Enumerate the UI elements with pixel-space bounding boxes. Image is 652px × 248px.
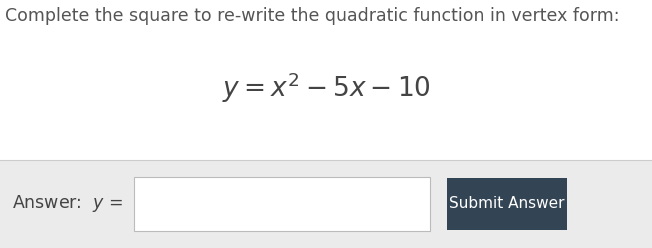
Bar — [0, 0, 652, 160]
Text: Submit Answer: Submit Answer — [449, 196, 565, 212]
Text: Complete the square to re-write the quadratic function in vertex form:: Complete the square to re-write the quad… — [5, 7, 619, 26]
FancyBboxPatch shape — [134, 177, 430, 231]
Text: $y = x^2 - 5x - 10$: $y = x^2 - 5x - 10$ — [222, 71, 430, 105]
Text: Answer:  $y$ =: Answer: $y$ = — [12, 193, 123, 215]
Bar — [0, 160, 652, 248]
FancyBboxPatch shape — [447, 178, 567, 230]
